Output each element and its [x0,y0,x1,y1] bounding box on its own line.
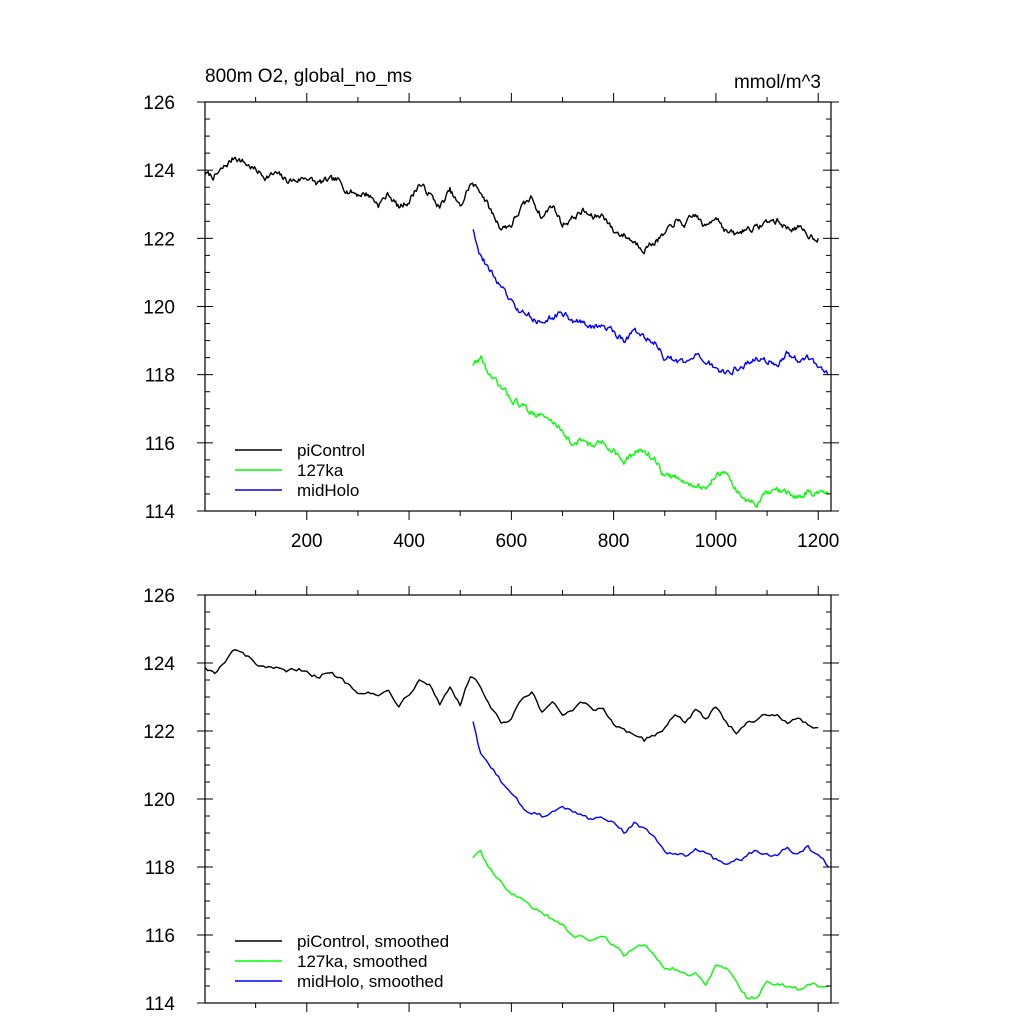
x-tick-label: 400 [393,531,425,552]
series-line-127ka-smoothed [472,849,829,1000]
x-tick-label: 1000 [695,531,737,552]
series-line-midholo-smoothed [472,721,829,868]
x-tick-label: 1200 [797,531,839,552]
y-axis: 114 116 118 120 122 124 126 [143,93,839,523]
series-line-picontrol [205,156,819,255]
x-axis: 200 400 600 800 1000 1200 [255,93,839,552]
series-group [205,649,829,1000]
y-tick-label: 114 [145,502,176,523]
series-line-midholo [472,229,829,376]
y-tick-label: 116 [145,926,175,947]
chart-title: 800m O2, global_no_ms [205,66,412,87]
units-label: mmol/m^3 [734,72,821,93]
y-tick-label: 116 [145,434,175,455]
y-tick-label: 118 [145,366,175,387]
y-tick-label: 120 [143,298,175,319]
series-group [205,156,829,509]
x-tick-label: 800 [598,531,630,552]
y-tick-label: 126 [143,93,175,114]
x-tick-label: 600 [495,531,527,552]
y-tick-label: 114 [145,994,176,1015]
panel-bottom: 114 116 118 120 122 124 126 piControl, smoothed… [143,586,839,1015]
y-tick-label: 126 [143,586,175,607]
y-tick-label: 124 [143,161,175,182]
y-tick-label: 124 [143,654,175,675]
x-axis [255,586,819,1012]
series-line-127ka [472,355,829,509]
y-tick-label: 120 [143,790,175,811]
panel-top: 200 400 600 800 1000 1200 114 116 118 120 122 124 12… [143,66,839,552]
legend-entry: piControl [297,441,365,460]
x-tick-label: 200 [291,531,323,552]
legend-entry: midHolo, smoothed [297,972,443,991]
y-tick-label: 118 [145,858,175,879]
y-axis: 114 116 118 120 122 124 126 [143,586,839,1015]
y-tick-label: 122 [143,722,175,743]
series-line-picontrol-smoothed [205,649,819,742]
legend-entry: piControl, smoothed [297,932,449,951]
legend-entry: 127ka, smoothed [297,952,427,971]
legend-entry: 127ka [297,461,344,480]
legend-entry: midHolo [297,481,359,500]
y-tick-label: 122 [143,229,175,250]
